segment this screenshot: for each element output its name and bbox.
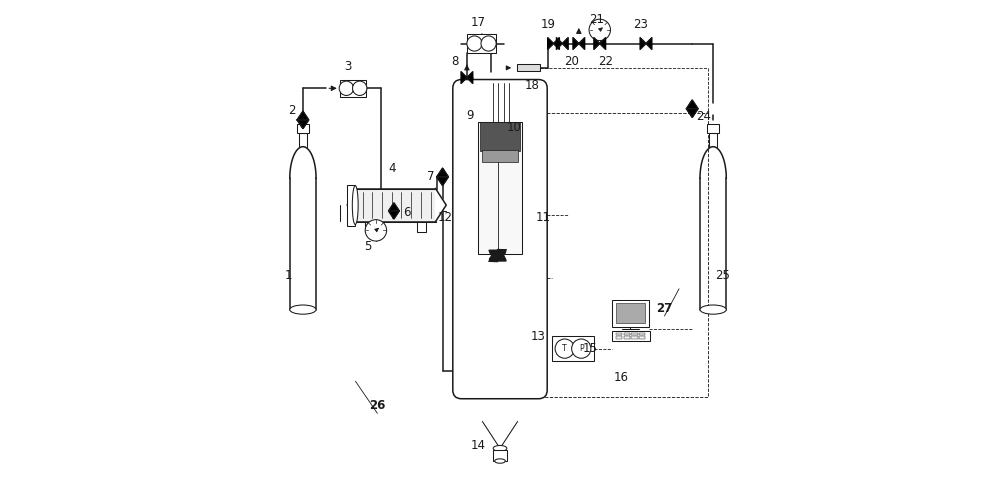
Bar [616,304,645,324]
Text: 1: 1 [285,269,292,282]
Text: 5: 5 [364,240,371,253]
Bar [616,336,622,339]
Bar [340,80,366,97]
Polygon shape [640,38,646,49]
Bar [624,336,630,339]
Bar [612,331,650,341]
Bar [552,336,594,361]
Bar [297,124,309,133]
Text: 10: 10 [506,121,521,134]
Text: 23: 23 [633,18,648,31]
Bar [616,332,622,335]
Text: 2: 2 [288,103,295,117]
Bar [480,122,520,151]
Polygon shape [600,38,606,49]
Polygon shape [579,38,585,49]
Polygon shape [437,168,448,177]
Text: 3: 3 [344,60,352,73]
Polygon shape [686,100,698,109]
Text: 9: 9 [466,108,474,122]
Polygon shape [461,72,467,83]
Circle shape [589,19,610,41]
Text: 15: 15 [583,342,597,355]
Polygon shape [297,120,309,129]
Text: 24: 24 [696,110,711,123]
Text: 20: 20 [565,55,579,68]
Polygon shape [437,177,448,185]
Bar [493,450,507,461]
Bar [639,336,645,339]
Polygon shape [594,38,600,49]
Text: 8: 8 [452,55,459,68]
Text: 27: 27 [656,302,673,315]
Bar [478,122,522,254]
Ellipse shape [495,459,505,463]
Text: T: T [562,344,567,353]
Ellipse shape [700,305,726,314]
Bar [417,222,426,232]
Polygon shape [556,38,562,49]
Bar [631,332,638,335]
Bar [517,64,540,72]
Bar [355,188,436,222]
Text: 19: 19 [540,18,555,31]
Text: 18: 18 [524,80,539,92]
FancyBboxPatch shape [453,80,547,399]
Text: 11: 11 [535,211,550,224]
Ellipse shape [290,305,316,314]
Polygon shape [646,38,652,49]
Text: 17: 17 [471,16,486,29]
Ellipse shape [493,446,507,451]
Text: 21: 21 [589,13,604,26]
Bar [467,34,496,53]
Circle shape [572,339,591,358]
Bar [482,150,518,162]
Circle shape [353,81,367,96]
Bar [612,300,649,327]
Polygon shape [554,38,559,49]
Text: 13: 13 [531,330,545,343]
Circle shape [365,220,387,241]
Circle shape [339,81,354,96]
Bar [631,336,638,339]
Text: 25: 25 [715,269,730,282]
Polygon shape [297,111,309,120]
Bar [347,184,355,225]
Polygon shape [548,38,554,49]
Circle shape [467,36,482,51]
Polygon shape [686,109,698,118]
Ellipse shape [352,185,358,224]
Polygon shape [436,188,446,222]
Polygon shape [389,211,399,219]
Circle shape [481,36,496,51]
Polygon shape [573,38,579,49]
Circle shape [555,339,574,358]
Text: 26: 26 [369,399,386,412]
Polygon shape [482,422,518,448]
Text: 22: 22 [599,55,614,68]
Bar [624,332,630,335]
Text: 16: 16 [613,371,628,385]
Text: P: P [579,344,584,353]
Bar [639,332,645,335]
Text: 7: 7 [427,170,435,183]
Polygon shape [389,203,399,211]
Text: 14: 14 [471,439,486,452]
Polygon shape [562,38,568,49]
Bar [707,124,719,133]
Text: 6: 6 [403,206,410,219]
Text: 4: 4 [388,162,396,175]
Text: 12: 12 [438,211,453,224]
Bar [365,222,374,232]
Polygon shape [467,72,473,83]
